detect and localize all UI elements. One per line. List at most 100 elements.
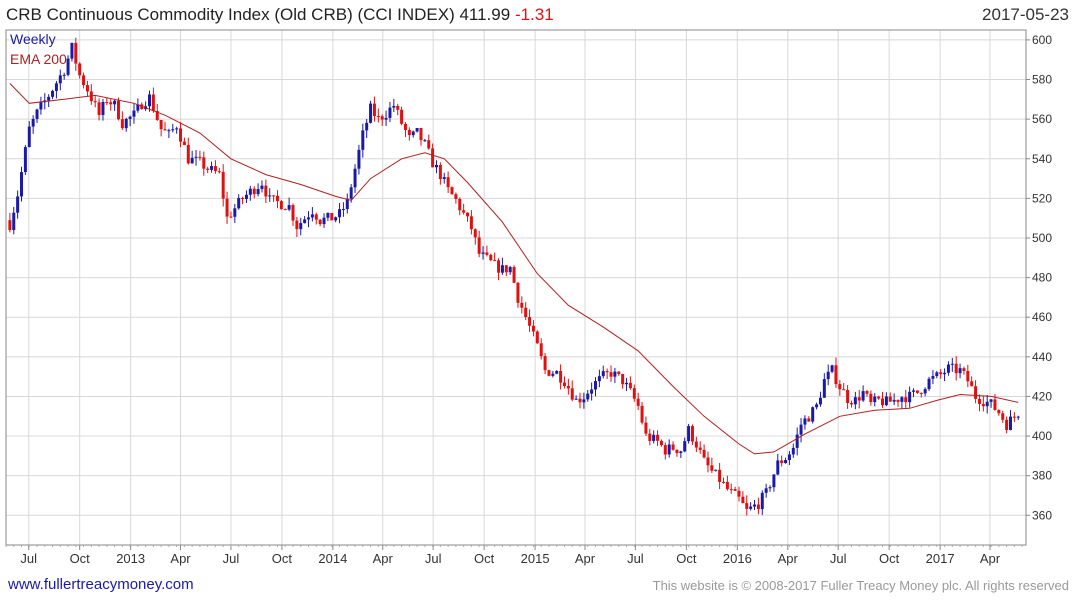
candle-down <box>330 212 334 221</box>
y-tick-label: 400 <box>1032 429 1052 443</box>
candle-down <box>372 103 376 117</box>
candle-down <box>318 219 322 225</box>
candle-up <box>12 212 16 231</box>
candle-down <box>694 441 698 448</box>
candle-down <box>981 403 985 407</box>
candle-down <box>264 185 268 197</box>
candle-down <box>547 370 551 376</box>
candle-up <box>248 188 252 195</box>
candle-up <box>369 103 373 123</box>
candle-down <box>8 220 12 231</box>
candle-up <box>764 488 768 493</box>
y-tick-label: 500 <box>1032 231 1052 245</box>
candle-up <box>54 83 58 91</box>
candle-up <box>175 128 179 130</box>
chart-title: CRB Continuous Commodity Index (Old CRB)… <box>6 5 554 25</box>
candle-up <box>256 189 260 195</box>
y-tick-label: 600 <box>1032 33 1052 47</box>
candle-up <box>574 398 578 400</box>
candle-up <box>171 129 175 131</box>
candle-down <box>493 260 497 262</box>
candle-up <box>861 391 865 401</box>
x-tick-label: Jul <box>223 551 240 566</box>
candle-up <box>815 404 819 408</box>
candle-up <box>39 102 43 110</box>
candle-up <box>35 109 39 119</box>
candle-down <box>446 177 450 188</box>
candle-up <box>900 397 904 402</box>
candle-up <box>803 418 807 425</box>
candle-down <box>295 220 299 230</box>
candle-up <box>361 130 365 150</box>
candle-down <box>396 105 400 110</box>
candle-up <box>62 74 66 76</box>
candle-up <box>20 172 24 197</box>
candle-down <box>869 393 873 403</box>
candle-down <box>407 129 411 136</box>
candle-down <box>570 388 574 400</box>
candle-up <box>481 252 485 254</box>
candle-down <box>675 449 679 454</box>
candle-down <box>605 371 609 373</box>
candle-up <box>365 122 369 131</box>
candle-down <box>116 100 120 120</box>
candle-up <box>958 368 962 374</box>
candle-down <box>473 229 477 238</box>
candle-down <box>663 445 667 455</box>
candle-up <box>353 168 357 188</box>
candle-down <box>718 469 722 482</box>
candle-up <box>935 372 939 377</box>
candle-down <box>283 209 287 211</box>
candle-down <box>179 128 183 142</box>
candle-up <box>772 474 776 488</box>
candle-down <box>578 398 582 403</box>
candle-up <box>652 434 656 441</box>
candle-down <box>252 188 256 195</box>
candle-up <box>760 492 764 510</box>
x-tick-label: Apr <box>170 551 191 566</box>
candle-down <box>82 75 86 86</box>
candle-up <box>268 195 272 197</box>
candle-down <box>745 503 749 509</box>
candle-down <box>834 365 838 385</box>
candle-down <box>535 331 539 344</box>
weekly-candles <box>8 37 1020 516</box>
candle-down <box>756 504 760 510</box>
candle-up <box>594 381 598 390</box>
candle-down <box>151 94 155 112</box>
candle-up <box>128 116 132 119</box>
candle-up <box>931 376 935 379</box>
candle-up <box>687 426 691 442</box>
candle-up <box>147 94 151 107</box>
candle-down <box>710 465 714 471</box>
date-label: 2017-05-23 <box>982 5 1069 24</box>
change-value: -1.31 <box>514 5 554 24</box>
candle-up <box>260 185 264 190</box>
candle-up <box>326 212 330 218</box>
copyright-notice: This website is © 2008-2017 Fuller Treac… <box>652 578 1069 593</box>
candle-down <box>462 210 466 213</box>
candle-down <box>85 85 89 92</box>
candle-down <box>109 102 113 105</box>
candle-down <box>376 116 380 118</box>
candle-down <box>721 481 725 483</box>
candle-up <box>822 379 826 398</box>
candle-down <box>272 195 276 197</box>
x-tick-label: Oct <box>676 551 697 566</box>
candle-up <box>753 504 757 507</box>
x-tick-label: Oct <box>272 551 293 566</box>
candle-down <box>159 119 163 130</box>
candle-up <box>423 140 427 142</box>
site-link[interactable]: www.fullertreacymoney.com <box>8 576 194 593</box>
candle-down <box>628 382 632 389</box>
candle-up <box>415 127 419 132</box>
candle-up <box>873 396 877 403</box>
candle-up <box>434 164 438 168</box>
candle-up <box>237 198 241 209</box>
x-tick-label: Jul <box>20 551 37 566</box>
candle-down <box>566 386 570 389</box>
candle-down <box>904 397 908 403</box>
candle-up <box>303 219 307 224</box>
candle-up <box>830 365 834 372</box>
candle-down <box>400 109 404 124</box>
